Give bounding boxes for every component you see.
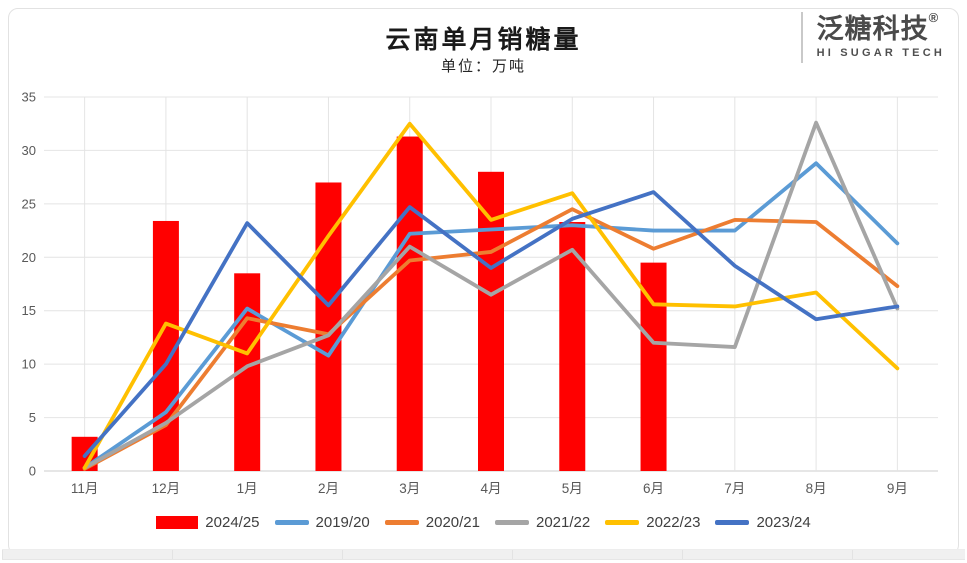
x-tick-label: 4月 (480, 481, 501, 496)
legend-item-2021-22: 2021/22 (495, 514, 590, 531)
y-tick-label: 20 (22, 250, 36, 265)
legend-label: 2022/23 (646, 514, 701, 531)
bar (559, 222, 586, 471)
y-tick-label: 30 (22, 143, 36, 158)
cutoff-table-strip (2, 549, 965, 560)
y-tick-label: 10 (22, 357, 36, 372)
legend-label: 2020/21 (425, 514, 480, 531)
registered-mark-icon: ® (928, 10, 939, 25)
x-tick-label: 2月 (318, 481, 339, 496)
legend-label: 2023/24 (756, 514, 811, 531)
y-tick-label: 35 (22, 90, 36, 105)
legend-label: 2024/25 (205, 514, 260, 531)
x-tick-label: 7月 (724, 481, 745, 496)
x-tick-label: 6月 (643, 481, 664, 496)
legend-item-2022-23: 2022/23 (605, 514, 700, 531)
x-tick-label: 8月 (806, 481, 827, 496)
x-tick-label: 9月 (887, 481, 908, 496)
legend-swatch (274, 520, 309, 525)
x-axis-labels: 11月 12月 1月 2月 3月 4月 5月 6月 7月 8月 9月 (71, 481, 908, 496)
bar (396, 136, 423, 471)
legend-label: 2021/22 (536, 514, 591, 531)
line-2020-21 (82, 207, 900, 471)
line-2022-23 (82, 121, 900, 470)
legend-swatch (384, 520, 419, 525)
y-tick-label: 15 (22, 303, 36, 318)
legend-item-2019-20: 2019/20 (274, 514, 370, 531)
logo-divider (800, 12, 803, 63)
y-tick-label: 25 (22, 196, 36, 211)
x-tick-label: 3月 (399, 481, 420, 496)
chart-title: 云南单月销糖量 (385, 26, 582, 54)
legend-item-2023-24: 2023/24 (715, 514, 811, 531)
logo-name: 泛糖科技 (816, 14, 929, 44)
brand-logo: 泛糖科技® HI SUGAR TECH (800, 10, 945, 63)
legend-swatch (715, 520, 750, 525)
legend-swatch (156, 516, 199, 529)
line-2023-24 (82, 190, 900, 458)
chart-canvas: 0 5 10 15 20 25 30 35 11月 12月 1月 2月 3月 4月 5月 6月 7月 8月 9月 (22, 90, 938, 496)
bars-2024-25 (71, 136, 667, 472)
x-tick-label: 5月 (562, 481, 583, 496)
y-axis-labels: 0 5 10 15 20 25 30 35 (22, 90, 36, 479)
y-tick-label: 5 (29, 410, 36, 425)
x-tick-label: 12月 (152, 481, 181, 496)
x-tick-label: 1月 (237, 481, 258, 496)
legend-swatch (495, 520, 529, 525)
chart-legend: 2024/25 2019/20 2020/21 2021/22 2022/23 2023/… (0, 514, 967, 531)
legend-label: 2019/20 (315, 514, 370, 531)
chart-subtitle: 单位：万吨 (440, 58, 526, 75)
legend-item-2020-21: 2020/21 (384, 514, 480, 531)
y-tick-label: 0 (29, 464, 36, 479)
x-tick-label: 11月 (71, 481, 99, 496)
bar (640, 262, 667, 471)
legend-swatch (605, 520, 640, 525)
legend-item-2024-25: 2024/25 (156, 514, 260, 531)
logo-tagline: HI SUGAR TECH (816, 47, 945, 59)
line-2021-22 (82, 120, 900, 470)
